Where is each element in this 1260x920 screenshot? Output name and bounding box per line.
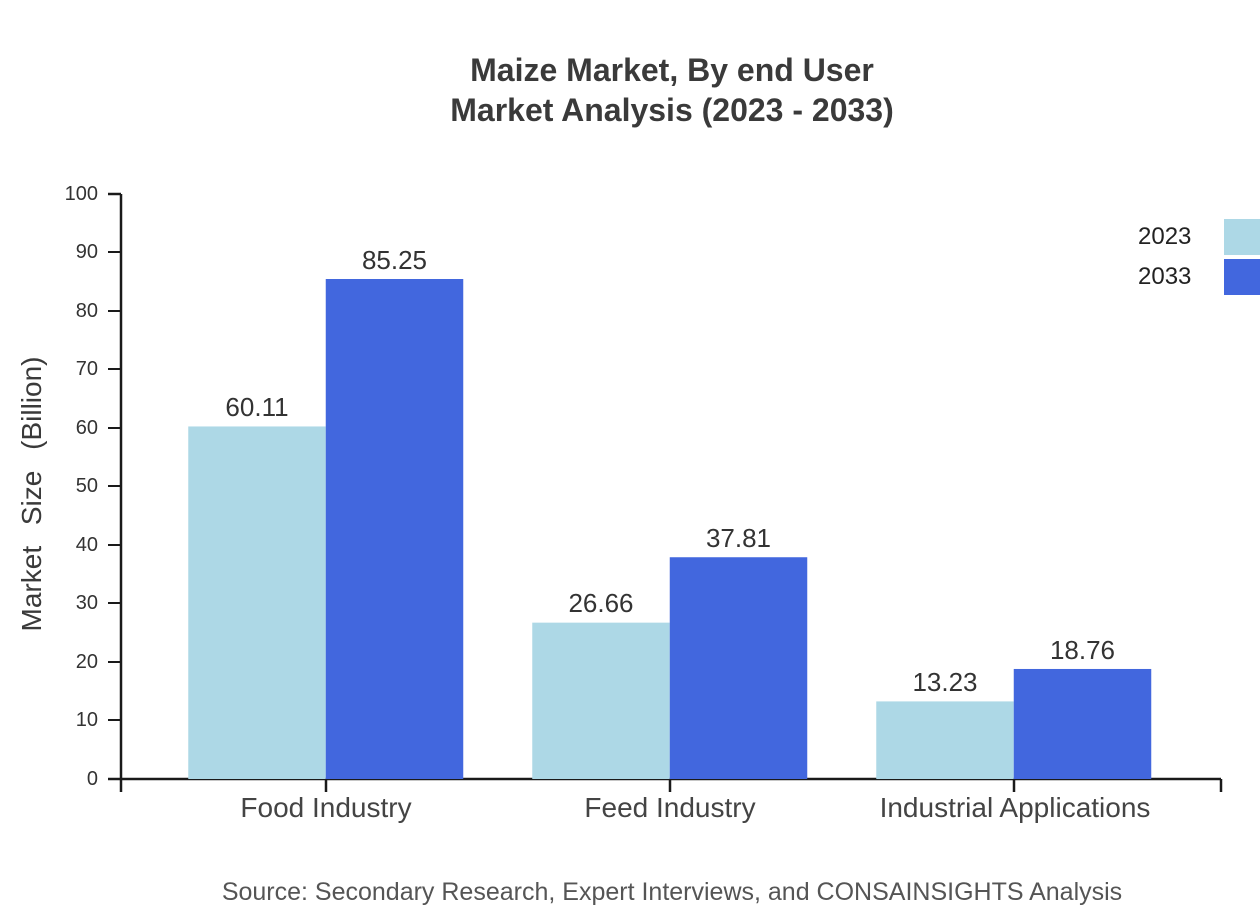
svg-text:20: 20	[76, 651, 98, 673]
svg-text:50: 50	[76, 475, 98, 497]
svg-text:40: 40	[76, 534, 98, 556]
svg-text:0: 0	[87, 768, 98, 790]
svg-text:30: 30	[76, 592, 98, 614]
svg-text:70: 70	[76, 358, 98, 380]
svg-text:100: 100	[65, 183, 98, 205]
svg-text:90: 90	[76, 241, 98, 263]
svg-text:60: 60	[76, 417, 98, 439]
svg-text:80: 80	[76, 300, 98, 322]
svg-text:10: 10	[76, 709, 98, 731]
